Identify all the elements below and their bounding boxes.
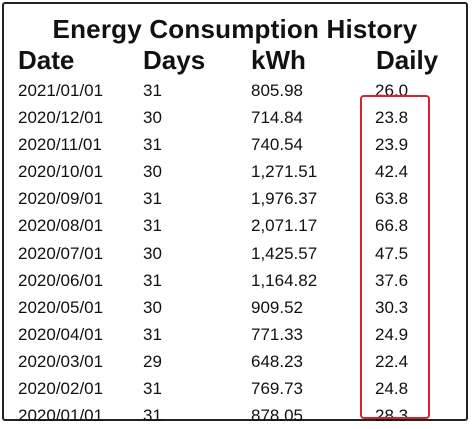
cell-days: 31 (143, 216, 162, 236)
cell-kwh: 740.54 (251, 135, 303, 155)
cell-date: 2021/01/01 (18, 81, 104, 100)
table-body: 2021/01/01 31 805.98 26.0 2020/12/01 30 714.84… (4, 77, 466, 429)
cell-daily: 24.8 (375, 379, 409, 399)
cell-kwh: 714.84 (251, 108, 303, 128)
cell-date: 2020/09/01 (18, 189, 104, 209)
table-header-row: Date Days kWh Daily (4, 45, 466, 77)
table-row: 2020/07/01 30 1,425.57 47.5 (4, 240, 466, 267)
table-row: 2020/09/01 31 1,976.37 63.8 (4, 185, 466, 212)
cell-date: 2020/05/01 (18, 297, 104, 317)
cell-daily: 42.4 (375, 162, 409, 182)
cell-date: 2020/04/01 (18, 324, 104, 344)
cell-kwh: 769.73 (251, 379, 303, 399)
cell-kwh: 909.52 (251, 297, 303, 317)
header-date: Date (18, 45, 75, 75)
cell-daily: 28.3 (375, 406, 409, 426)
cell-daily: 22.4 (375, 351, 409, 371)
cell-daily: 26.0 (375, 81, 409, 100)
cell-days: 31 (143, 270, 162, 290)
table-row: 2020/03/01 29 648.23 22.4 (4, 348, 466, 375)
cell-date: 2020/11/01 (18, 135, 102, 155)
cell-days: 30 (143, 108, 162, 128)
cell-daily: 24.9 (375, 324, 409, 344)
table-row: 2020/10/01 30 1,271.51 42.4 (4, 158, 466, 185)
table-title: Energy Consumption History (52, 14, 418, 44)
cell-kwh: 878.05 (251, 406, 303, 426)
cell-date: 2020/07/01 (18, 243, 104, 263)
table-row: 2020/12/01 30 714.84 23.8 (4, 104, 466, 131)
cell-date: 2020/06/01 (18, 270, 104, 290)
cell-days: 30 (143, 243, 162, 263)
energy-history-card: Energy Consumption History Date Days kWh… (2, 2, 468, 425)
cell-daily: 37.6 (375, 270, 409, 290)
cell-days: 30 (143, 297, 162, 317)
table-row: 2020/05/01 30 909.52 30.3 (4, 294, 466, 321)
cell-kwh: 1,425.57 (251, 243, 318, 263)
cell-daily: 23.8 (375, 108, 409, 128)
cell-days: 31 (143, 406, 162, 426)
cell-daily: 47.5 (375, 243, 409, 263)
header-days: Days (143, 45, 206, 75)
cell-date: 2020/08/01 (18, 216, 104, 236)
header-kwh: kWh (251, 45, 306, 75)
table-row: 2020/08/01 31 2,071.17 66.8 (4, 212, 466, 239)
cell-date: 2020/02/01 (18, 379, 104, 399)
cell-kwh: 648.23 (251, 351, 303, 371)
cell-kwh: 771.33 (251, 324, 303, 344)
cell-daily: 63.8 (375, 189, 409, 209)
cell-date: 2020/10/01 (18, 162, 104, 182)
table-row: 2021/01/01 31 805.98 26.0 (4, 77, 466, 104)
cell-date: 2020/01/01 (18, 406, 104, 426)
table-row: 2020/02/01 31 769.73 24.8 (4, 375, 466, 402)
table-row: 2020/04/01 31 771.33 24.9 (4, 321, 466, 348)
cell-days: 31 (143, 379, 162, 399)
table-row: 2020/01/01 31 878.05 28.3 (4, 402, 466, 429)
cell-kwh: 1,164.82 (251, 270, 318, 290)
cell-date: 2020/12/01 (18, 108, 104, 128)
cell-days: 31 (143, 189, 162, 209)
table-row: 2020/06/01 31 1,164.82 37.6 (4, 267, 466, 294)
header-daily: Daily (376, 45, 439, 75)
cell-daily: 23.9 (375, 135, 409, 155)
cell-kwh: 805.98 (251, 81, 303, 100)
cell-daily: 30.3 (375, 297, 409, 317)
cell-date: 2020/03/01 (18, 351, 104, 371)
cell-daily: 66.8 (375, 216, 409, 236)
cell-days: 31 (143, 81, 162, 100)
cell-kwh: 2,071.17 (251, 216, 318, 236)
cell-kwh: 1,271.51 (251, 162, 318, 182)
cell-days: 29 (143, 351, 162, 371)
table-row: 2020/11/01 31 740.54 23.9 (4, 131, 466, 158)
cell-days: 30 (143, 162, 162, 182)
cell-days: 31 (143, 324, 162, 344)
cell-kwh: 1,976.37 (251, 189, 318, 209)
cell-days: 31 (143, 135, 162, 155)
